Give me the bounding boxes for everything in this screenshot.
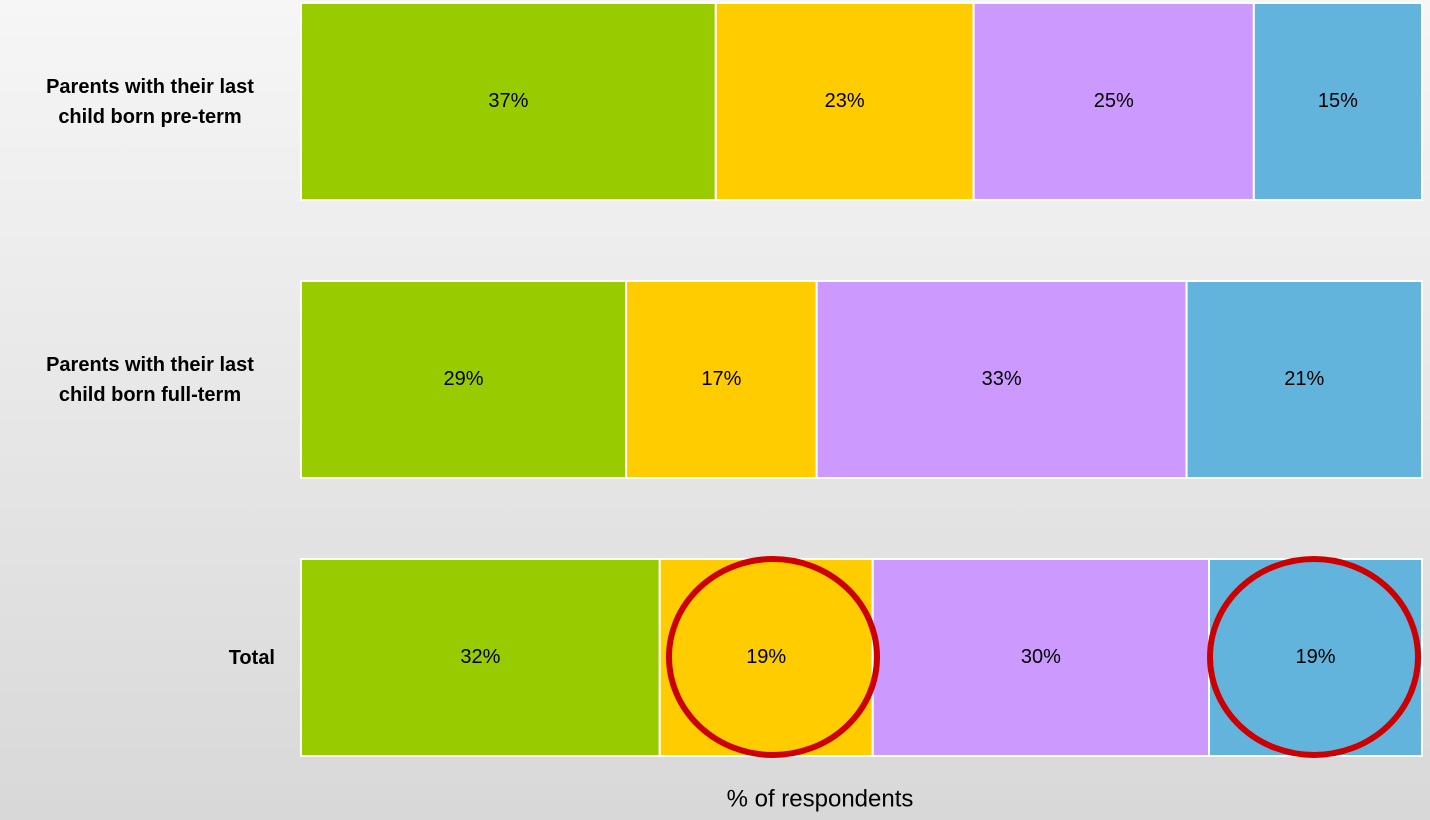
data-label: 23% — [825, 90, 865, 112]
category-label: Parents with their last child born pre-t… — [46, 75, 254, 128]
data-label: 15% — [1318, 90, 1358, 112]
bar-segment — [815, 280, 1188, 479]
data-label: 25% — [1094, 90, 1134, 112]
bar-segment — [871, 558, 1211, 757]
highlight-circle — [666, 556, 880, 758]
bar-segment — [1185, 280, 1423, 479]
data-label: 30% — [1021, 646, 1061, 668]
data-label: 21% — [1284, 368, 1324, 390]
category-label: Total — [228, 646, 275, 669]
bar-segment — [300, 2, 717, 201]
bar-segment — [972, 2, 1255, 201]
data-label: 19% — [746, 646, 786, 668]
data-label: 32% — [460, 646, 500, 668]
bar-segment — [300, 558, 661, 757]
data-label: 37% — [488, 90, 528, 112]
bar-segment — [1252, 2, 1423, 201]
category-label: Parents with their last child born full-… — [46, 353, 254, 406]
x-axis-label: % of respondents — [727, 785, 914, 812]
data-label: 29% — [444, 368, 484, 390]
data-label: 33% — [982, 368, 1022, 390]
data-label: 17% — [701, 368, 741, 390]
data-label: 19% — [1295, 646, 1335, 668]
highlight-circle — [1207, 556, 1421, 758]
